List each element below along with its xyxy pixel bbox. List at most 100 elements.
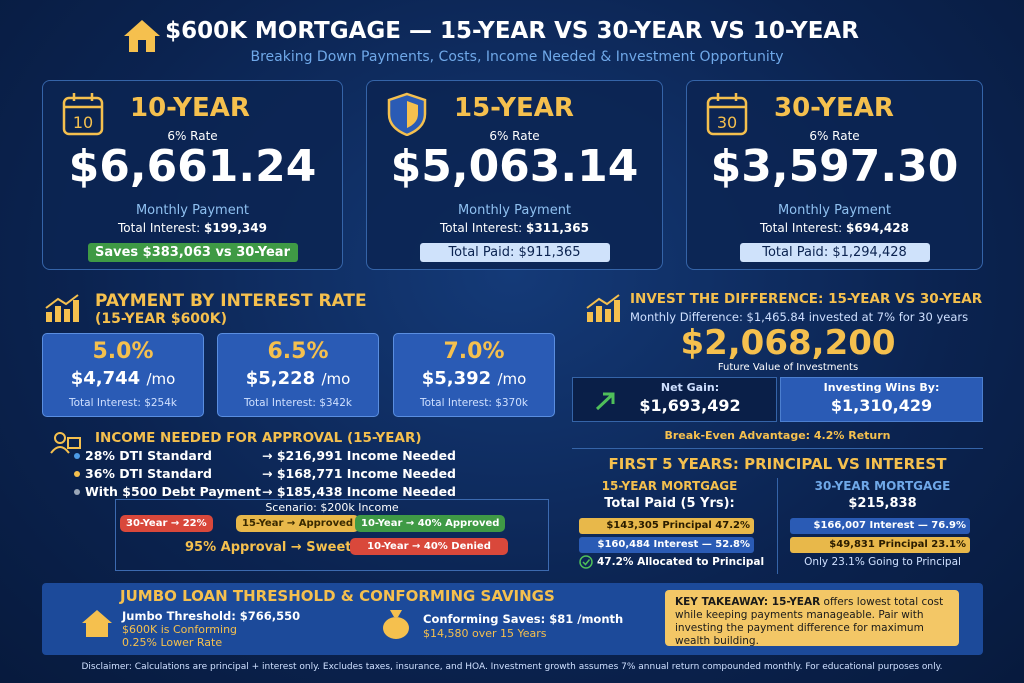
arrow-icon	[595, 392, 615, 411]
saves-total: $14,580 over 15 Years	[423, 627, 547, 640]
plan-term: 30-YEAR	[774, 93, 894, 123]
plan-card	[42, 80, 343, 270]
right-heading: 30-YEAR MORTGAGE	[814, 479, 951, 493]
conforming: $600K is Conforming	[122, 623, 238, 636]
subtitle: Breaking Down Payments, Costs, Income Ne…	[250, 49, 784, 65]
income-title: INCOME NEEDED FOR APPROVAL (15-YEAR)	[95, 430, 422, 446]
wins-box	[780, 377, 983, 422]
income-value: → $185,438 Income Needed	[262, 484, 457, 499]
jumbo-title: JUMBO LOAN THRESHOLD & CONFORMING SAVING…	[120, 587, 555, 605]
interest-value: $199,349	[203, 221, 267, 235]
income-value: → $216,991 Income Needed	[262, 448, 457, 463]
income-label: 36% DTI Standard	[85, 466, 212, 481]
interest-label: Total Interest:	[440, 221, 523, 235]
invest-subtitle: Monthly Difference: $1,465.84 invested a…	[630, 310, 969, 324]
plan-card	[686, 80, 983, 270]
saves: Conforming Saves: $81 /month	[423, 612, 624, 626]
rate-card	[393, 333, 555, 417]
pill: 15-Year → Approved	[236, 515, 360, 532]
interest-value: $694,428	[845, 221, 909, 235]
plan-term: 10-YEAR	[130, 93, 250, 123]
principal-bar: $143,305 Principal 47.2%	[579, 518, 754, 534]
payment: $5,392	[421, 368, 492, 389]
income-label: With $500 Debt Payment	[85, 484, 261, 499]
bullet	[74, 453, 80, 459]
plan-badge: Saves $383,063 vs 30-Year	[87, 243, 298, 262]
payment-label: Monthly Payment	[457, 203, 572, 218]
unit: /mo	[321, 370, 351, 388]
rate: 6.5%	[267, 339, 329, 364]
left-heading: 15-YEAR MORTGAGE	[601, 479, 738, 493]
payment: $4,744	[70, 368, 141, 389]
interest-label: Total Interest:	[760, 221, 843, 235]
rates-title: PAYMENT BY INTEREST RATE	[95, 291, 367, 311]
bullet	[74, 489, 80, 495]
right-total: $215,838	[848, 496, 917, 511]
rate-interest: Total Interest: $254k	[69, 397, 177, 409]
plan-payment: $5,063.14	[390, 141, 639, 192]
plan-rate: 6% Rate	[167, 129, 218, 143]
income-value: → $168,771 Income Needed	[262, 466, 457, 481]
divider	[572, 448, 983, 449]
rate-card	[217, 333, 379, 417]
scenario-title: Scenario: $200k Income	[265, 501, 399, 514]
interest-label: Total Interest:	[118, 221, 201, 235]
icon-text: 10	[73, 113, 93, 132]
threshold: Jumbo Threshold: $766,550	[122, 609, 301, 623]
principal-title: FIRST 5 YEARS: PRINCIPAL VS INTEREST	[608, 455, 947, 473]
plan-icon: 30	[706, 93, 748, 136]
rate: 5.0%	[92, 339, 154, 364]
unit: /mo	[146, 370, 176, 388]
left-note: 47.2% Allocated to Principal	[597, 556, 765, 568]
rate-payment: $5,228 /mo	[217, 368, 379, 389]
future-label: Future Value of Investments	[717, 362, 859, 373]
pill: 30-Year → 22%	[120, 515, 213, 532]
net-gain-label: Net Gain:	[660, 381, 720, 394]
divider	[777, 478, 778, 574]
plan-badge: Total Paid: $911,365	[419, 243, 610, 262]
chart-icon	[586, 294, 620, 322]
denied-pill: 10-Year → 40% Denied	[350, 538, 508, 555]
invest-title: INVEST THE DIFFERENCE: 15-YEAR VS 30-YEA…	[630, 291, 983, 307]
takeaway-text: offers lowest total cost while keeping p…	[675, 596, 944, 648]
future-value: $2,068,200	[680, 323, 896, 363]
house-icon	[124, 20, 160, 52]
break-even: Break-Even Advantage: 4.2% Return	[664, 429, 891, 442]
plan-icon: 10	[62, 93, 104, 136]
disclaimer: Disclaimer: Calculations are principal +…	[81, 662, 943, 672]
title: $600K MORTGAGE — 15-YEAR VS 30-YEAR VS 1…	[0, 18, 1024, 44]
rate-interest: Total Interest: $342k	[244, 397, 352, 409]
wins-label: Investing Wins By:	[823, 381, 940, 394]
rate-card	[42, 333, 204, 417]
plan-payment: $3,597.30	[710, 141, 959, 192]
plan-icon	[387, 92, 427, 136]
net-gain: $1,693,492	[639, 396, 741, 415]
lower-rate: 0.25% Lower Rate	[122, 636, 223, 649]
total-interest: Total Interest: $694,428	[686, 221, 983, 235]
rate-payment: $5,392 /mo	[393, 368, 555, 389]
interest-bar: $166,007 Interest — 76.9%	[790, 518, 970, 534]
icon-text: 30	[717, 113, 737, 132]
payment-label: Monthly Payment	[135, 203, 250, 218]
plan-badge: Total Paid: $1,294,428	[739, 243, 930, 262]
plan-term: 15-YEAR	[454, 93, 574, 123]
scenario-box	[115, 499, 549, 571]
chart-icon	[45, 294, 79, 322]
bullet	[74, 471, 80, 477]
check-icon	[579, 555, 593, 569]
takeaway-box: KEY TAKEAWAY: 15-YEAR offers lowest tota…	[665, 590, 959, 648]
payment-label: Monthly Payment	[777, 203, 892, 218]
rates-subtitle: (15-YEAR $600K)	[95, 311, 228, 327]
pill: 10-Year → 40% Approved	[355, 515, 506, 532]
rate-interest: Total Interest: $370k	[420, 397, 528, 409]
interest-value: $311,365	[525, 221, 589, 235]
sweet-spot: 95% Approval → Sweet Spot	[185, 540, 390, 555]
total-interest: Total Interest: $311,365	[366, 221, 663, 235]
total-interest: Total Interest: $199,349	[42, 221, 343, 235]
wins: $1,310,429	[830, 396, 933, 415]
rate-payment: $4,744 /mo	[42, 368, 204, 389]
right-note: Only 23.1% Going to Principal	[804, 556, 961, 568]
interest-bar: $160,484 Interest — 52.8%	[579, 537, 754, 553]
